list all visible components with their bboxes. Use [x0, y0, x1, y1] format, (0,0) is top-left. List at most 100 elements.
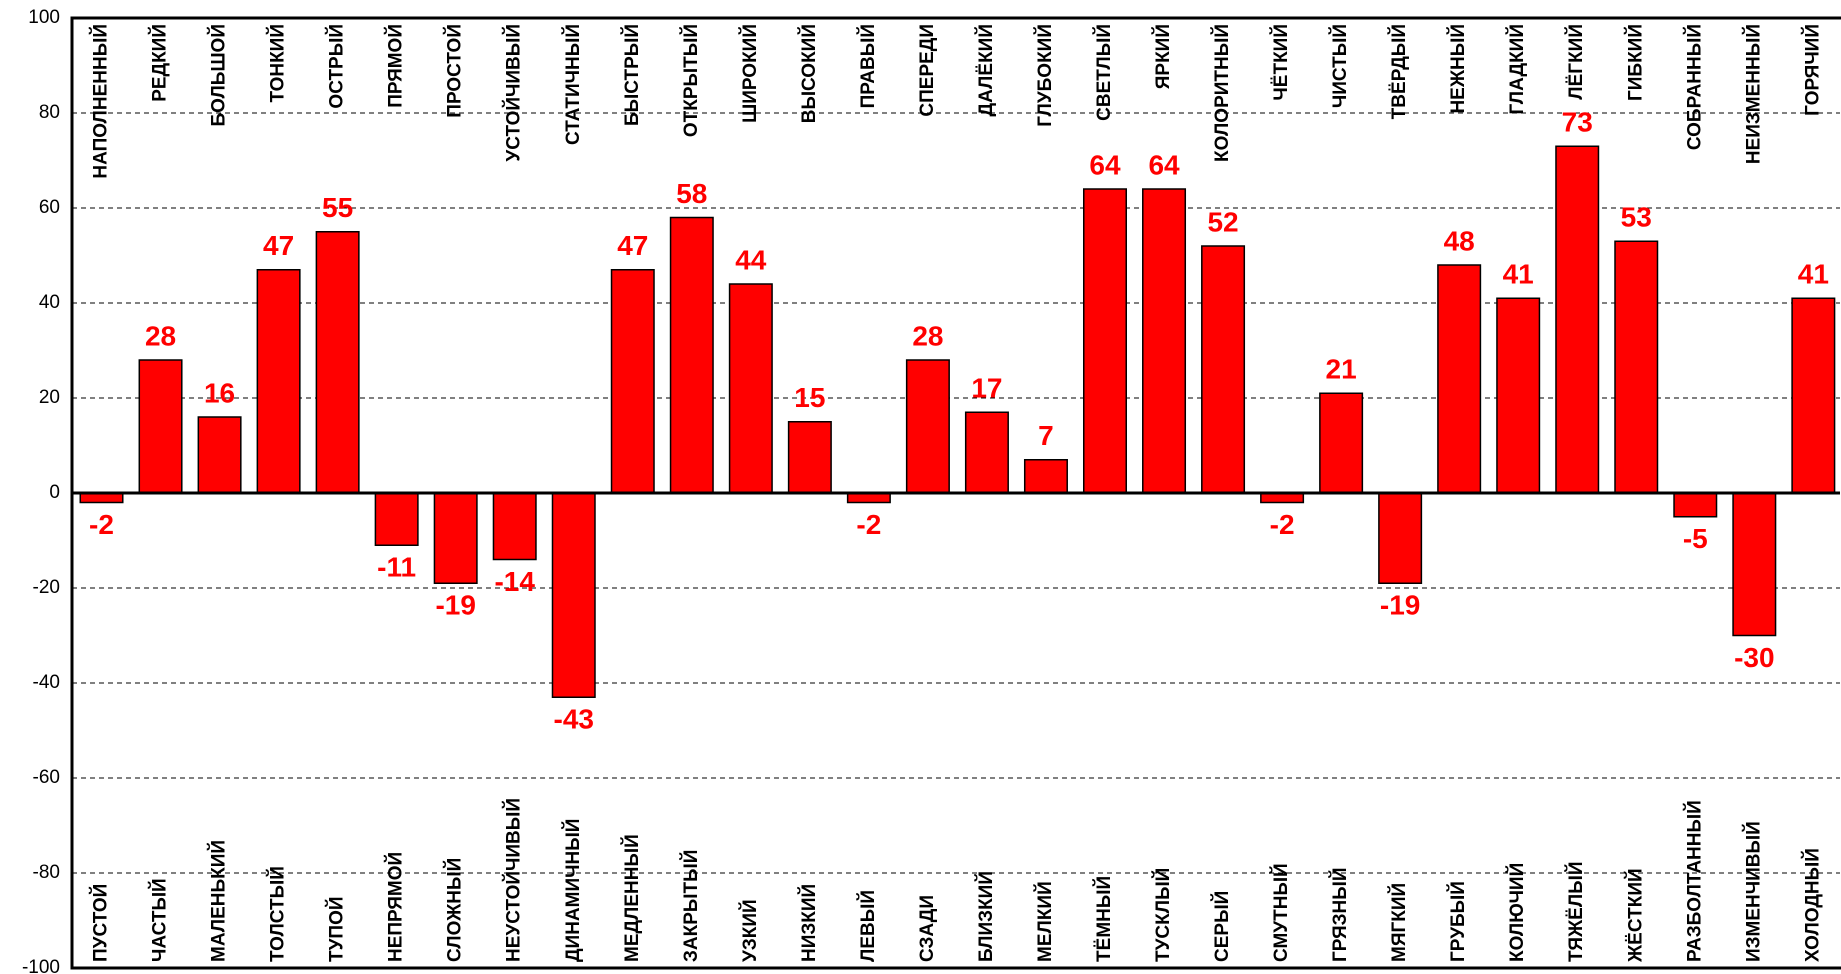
bar — [315, 231, 360, 494]
value-label: -11 — [377, 552, 416, 583]
bottom-category-label: СЕРЫЙ — [1211, 891, 1233, 962]
bar — [1496, 297, 1541, 494]
bottom-category-label: ТЁМНЫЙ — [1093, 876, 1115, 962]
bar — [256, 269, 301, 494]
value-label: 15 — [794, 382, 825, 413]
plot-frame — [70, 16, 1841, 970]
top-category-label: ВЫСОКИЙ — [798, 24, 820, 123]
bar — [1082, 188, 1127, 494]
bar — [1378, 492, 1423, 584]
y-tick-label: 20 — [39, 387, 60, 408]
bottom-category-label: ИЗМЕНЧИВЫЙ — [1742, 821, 1764, 962]
value-label: 48 — [1444, 225, 1475, 256]
value-label: -30 — [1734, 642, 1774, 673]
top-category-label: БОЛЬШОЙ — [208, 24, 230, 126]
bar — [433, 492, 478, 584]
bar — [964, 411, 1009, 494]
bottom-category-label: ТОЛСТЫЙ — [267, 866, 289, 962]
value-label: 17 — [971, 373, 1002, 404]
top-category-label: ЧИСТЫЙ — [1329, 24, 1351, 108]
bottom-category-label: МЯГКИЙ — [1388, 883, 1410, 962]
bottom-category-label: ЗАКРЫТЫЙ — [680, 850, 702, 962]
value-label: 47 — [263, 230, 294, 261]
top-category-label: ТОНКИЙ — [267, 24, 289, 103]
top-category-label: ГЛАДКИЙ — [1506, 24, 1528, 115]
top-category-label: ДАЛЁКИЙ — [975, 24, 997, 116]
bottom-category-label: СМУТНЫЙ — [1270, 863, 1292, 962]
bar — [728, 283, 773, 494]
top-category-label: БЫСТРЫЙ — [621, 24, 643, 126]
top-category-label: ОТКРЫТЫЙ — [680, 24, 702, 137]
bottom-category-label: СЛОЖНЫЙ — [444, 858, 466, 962]
value-label: 58 — [676, 178, 707, 209]
top-category-label: СВЕТЛЫЙ — [1093, 24, 1115, 121]
bar — [1201, 245, 1246, 494]
bottom-category-label: ТЯЖЁЛЫЙ — [1565, 862, 1587, 962]
bottom-category-label: КОЛЮЧИЙ — [1506, 863, 1528, 962]
bar — [610, 269, 655, 494]
bottom-category-label: ГРЯЗНЫЙ — [1329, 867, 1351, 962]
bottom-category-label: ТУСКЛЫЙ — [1152, 868, 1174, 962]
y-tick-label: -80 — [33, 862, 60, 883]
bar — [138, 359, 183, 494]
bar — [551, 492, 596, 698]
bottom-category-label: МЕЛКИЙ — [1034, 881, 1056, 962]
bar — [1732, 492, 1777, 637]
bar — [905, 359, 950, 494]
bottom-category-label: ГРУБЫЙ — [1447, 881, 1469, 962]
bar — [787, 421, 832, 494]
value-label: -2 — [1270, 509, 1295, 540]
y-tick-label: 100 — [28, 7, 60, 28]
top-category-label: ПРЯМОЙ — [385, 24, 407, 108]
bottom-category-label: ДИНАМИЧНЫЙ — [562, 819, 584, 962]
y-tick-label: 60 — [39, 197, 60, 218]
top-category-label: НАПОЛНЕННЫЙ — [90, 24, 112, 179]
y-tick-label: -100 — [22, 957, 60, 974]
top-category-label: ШИРОКИЙ — [739, 24, 761, 123]
bottom-category-label: СЗАДИ — [917, 895, 938, 962]
top-category-label: СТАТИЧНЫЙ — [562, 24, 584, 145]
top-category-label: ЧЁТКИЙ — [1270, 24, 1292, 101]
bottom-category-label: НИЗКИЙ — [798, 884, 820, 962]
value-label: 55 — [322, 192, 353, 223]
top-category-label: КОЛОРИТНЫЙ — [1211, 24, 1233, 162]
value-label: -5 — [1683, 523, 1708, 554]
value-label: 53 — [1621, 202, 1652, 233]
top-category-label: ГОРЯЧИЙ — [1801, 24, 1823, 116]
y-tick-label: 0 — [49, 482, 60, 503]
value-label: 52 — [1207, 206, 1238, 237]
bottom-category-label: ЖЁСТКИЙ — [1624, 868, 1646, 963]
bar — [669, 216, 714, 494]
bottom-category-label: РАЗБОЛТАННЫЙ — [1683, 800, 1705, 962]
value-label: 41 — [1798, 259, 1829, 290]
bottom-category-label: ЛЕВЫЙ — [857, 890, 879, 962]
bar — [1023, 459, 1068, 494]
top-category-label: СОБРАННЫЙ — [1683, 24, 1705, 150]
value-label: 41 — [1503, 259, 1534, 290]
top-category-label: ТВЁРДЫЙ — [1388, 24, 1410, 119]
bottom-category-label: МЕДЛЕННЫЙ — [621, 834, 643, 962]
value-label: 64 — [1148, 149, 1180, 180]
bottom-category-label: ХОЛОДНЫЙ — [1801, 848, 1823, 962]
top-category-label: ЯРКИЙ — [1152, 24, 1174, 89]
y-tick-label: -20 — [33, 577, 60, 598]
y-tick-label: -60 — [33, 767, 60, 788]
bottom-category-label: НЕПРЯМОЙ — [385, 852, 407, 962]
bar — [1319, 392, 1364, 494]
bar — [1437, 264, 1482, 494]
bottom-category-label: ТУПОЙ — [326, 896, 348, 962]
value-label: 73 — [1562, 107, 1593, 138]
value-label: -19 — [1380, 590, 1420, 621]
bottom-category-label: УЗКИЙ — [739, 899, 761, 962]
bar — [197, 416, 242, 494]
top-category-label: СПЕРЕДИ — [917, 24, 938, 117]
bottom-category-label: ПУСТОЙ — [90, 884, 112, 962]
bar — [492, 492, 537, 561]
bar — [374, 492, 419, 546]
value-label: 21 — [1326, 354, 1357, 385]
bar — [1614, 240, 1659, 494]
value-label: 47 — [617, 230, 648, 261]
y-tick-label: 80 — [39, 102, 60, 123]
